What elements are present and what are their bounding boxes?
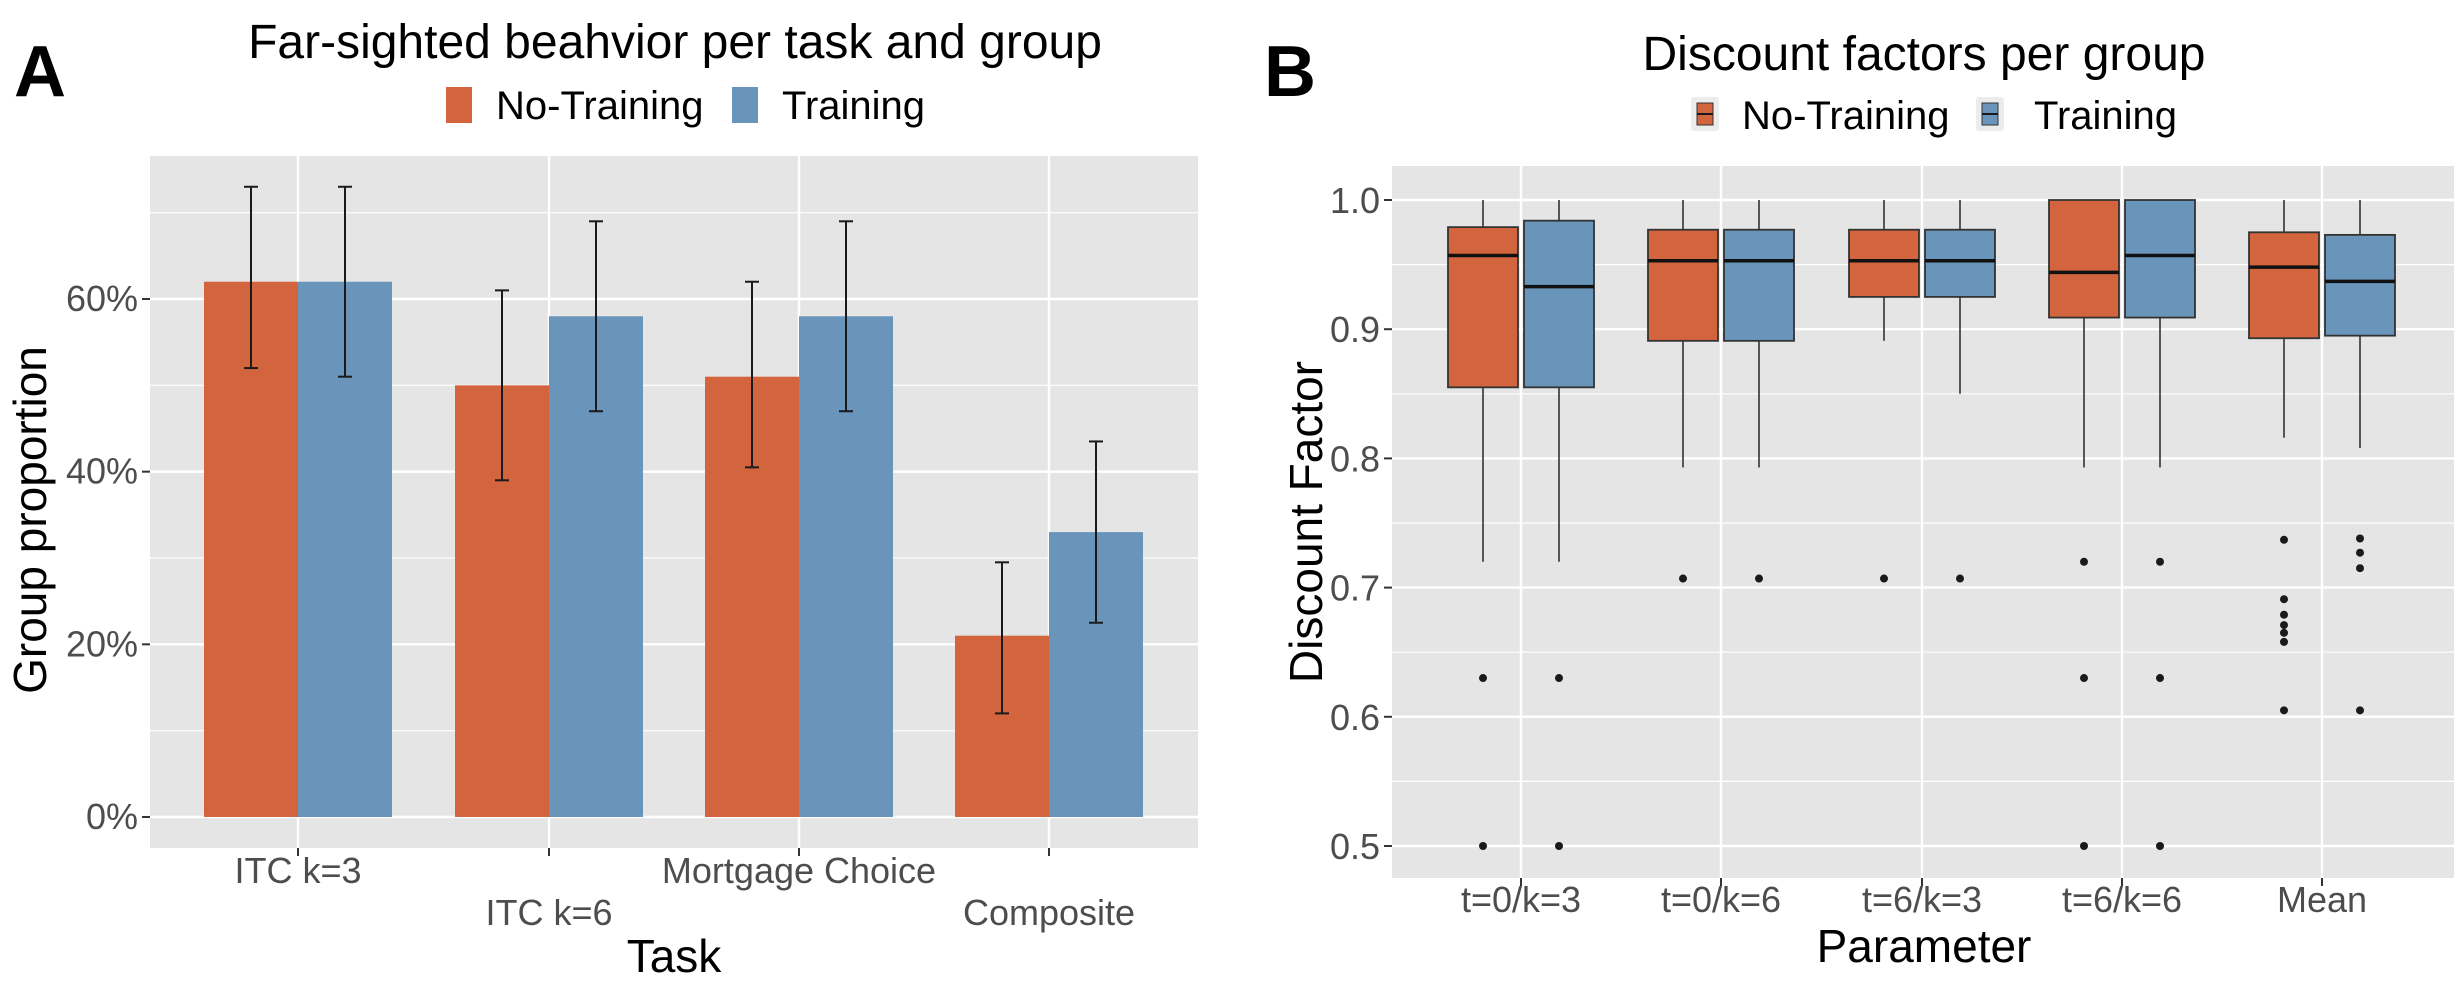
outlier-point-training xyxy=(2156,674,2164,683)
panel-b-x-ticks: t=0/k=3 t=0/k=6 t=6/k=3 t=6/k=6 Mean xyxy=(1461,878,2367,920)
y-tick-label: 0.7 xyxy=(1330,568,1380,609)
outlier-point-no-training xyxy=(2280,621,2288,630)
y-tick-label: 0.8 xyxy=(1330,438,1380,479)
box-no-training xyxy=(2048,199,2120,319)
outlier-point-no-training xyxy=(2280,535,2288,544)
box-no-training xyxy=(1848,228,1920,298)
panel-b-x-axis-label: Parameter xyxy=(1817,920,2032,972)
legend-swatch-no-training xyxy=(446,87,472,123)
bar-no-training xyxy=(204,281,298,817)
y-tick-label: 40% xyxy=(66,451,138,492)
panel-b-gridlines xyxy=(1392,166,2454,878)
outlier-point-training xyxy=(1555,842,1563,850)
x-tick-label: t=0/k=6 xyxy=(1661,879,1781,920)
outlier-point-no-training xyxy=(1880,574,1888,583)
x-tick-label: ITC k=6 xyxy=(485,892,612,933)
panel-a-legend: No-Training Training xyxy=(446,84,925,128)
y-tick-label: 60% xyxy=(66,278,138,319)
y-tick-label: 1.0 xyxy=(1330,180,1380,221)
box-training xyxy=(1523,219,1595,389)
box-training xyxy=(2124,199,2196,319)
outlier-point-training xyxy=(1956,574,1964,583)
box-training xyxy=(1723,228,1795,342)
outlier-point-no-training xyxy=(2080,674,2088,683)
panel-a-error-bars xyxy=(244,185,1103,715)
x-tick-label: ITC k=3 xyxy=(234,850,361,891)
y-tick-label: 0.6 xyxy=(1330,697,1380,738)
outlier-point-training xyxy=(2356,534,2364,543)
outlier-point-no-training xyxy=(2280,706,2288,715)
x-tick-label: Composite xyxy=(963,892,1135,933)
x-tick-label: t=0/k=3 xyxy=(1461,879,1581,920)
y-tick-label: 0.5 xyxy=(1330,826,1380,867)
panel-a-x-ticks: ITC k=3 ITC k=6 Mortgage Choice Composite xyxy=(234,848,1135,933)
legend-label-no-training: No-Training xyxy=(1742,94,1949,138)
panel-b-boxes xyxy=(1447,199,2396,850)
outlier-point-training xyxy=(2156,842,2164,850)
y-tick-label: 0% xyxy=(86,796,138,837)
box-training xyxy=(2324,233,2396,337)
legend-label-no-training: No-Training xyxy=(496,84,703,128)
outlier-point-training xyxy=(1755,574,1763,583)
panel-a-label: A xyxy=(14,32,66,112)
outlier-point-no-training xyxy=(1479,842,1487,850)
outlier-point-training xyxy=(1555,674,1563,683)
outlier-point-training xyxy=(2356,548,2364,557)
x-tick-label: Mean xyxy=(2277,879,2367,920)
panel-a-bars xyxy=(204,281,1143,817)
outlier-point-no-training xyxy=(2080,842,2088,850)
y-tick-label: 0.9 xyxy=(1330,309,1380,350)
panel-a-x-axis-label: Task xyxy=(627,930,723,982)
panel-b-y-axis-label: Discount Factor xyxy=(1280,361,1332,683)
box-no-training xyxy=(2248,231,2320,340)
panel-b-legend: No-Training Training xyxy=(1691,94,2177,138)
panel-a-y-axis-label: Group proportion xyxy=(4,346,56,694)
box-no-training xyxy=(1447,226,1519,389)
outlier-point-training xyxy=(2156,557,2164,566)
outlier-point-no-training xyxy=(1679,574,1687,583)
x-tick-label: t=6/k=3 xyxy=(1862,879,1982,920)
legend-swatch-training xyxy=(732,87,758,123)
outlier-point-no-training xyxy=(2280,628,2288,637)
legend-label-training: Training xyxy=(2034,94,2177,138)
panel-b-label: B xyxy=(1264,32,1316,112)
x-tick-label: t=6/k=6 xyxy=(2062,879,2182,920)
y-tick-label: 20% xyxy=(66,623,138,664)
x-tick-label: Mortgage Choice xyxy=(662,850,936,891)
panel-b-y-ticks: 0.5 0.6 0.7 0.8 0.9 1.0 xyxy=(1330,180,1392,867)
box-training xyxy=(1924,228,1996,298)
outlier-point-no-training xyxy=(1479,674,1487,683)
panel-a-title: Far-sighted beahvior per task and group xyxy=(248,16,1102,69)
panel-a: A Far-sighted beahvior per task and grou… xyxy=(4,16,1198,982)
outlier-point-no-training xyxy=(2280,595,2288,604)
outlier-point-training xyxy=(2356,564,2364,573)
outlier-point-training xyxy=(2356,706,2364,715)
outlier-point-no-training xyxy=(2280,637,2288,646)
panel-a-y-ticks: 0% 20% 40% 60% xyxy=(66,278,150,837)
legend-label-training: Training xyxy=(782,84,925,128)
panel-b: B Discount factors per group No-Training… xyxy=(1264,28,2454,972)
box-no-training xyxy=(1647,228,1719,342)
panel-b-title: Discount factors per group xyxy=(1643,28,2206,81)
outlier-point-no-training xyxy=(2280,610,2288,619)
outlier-point-no-training xyxy=(2080,557,2088,566)
